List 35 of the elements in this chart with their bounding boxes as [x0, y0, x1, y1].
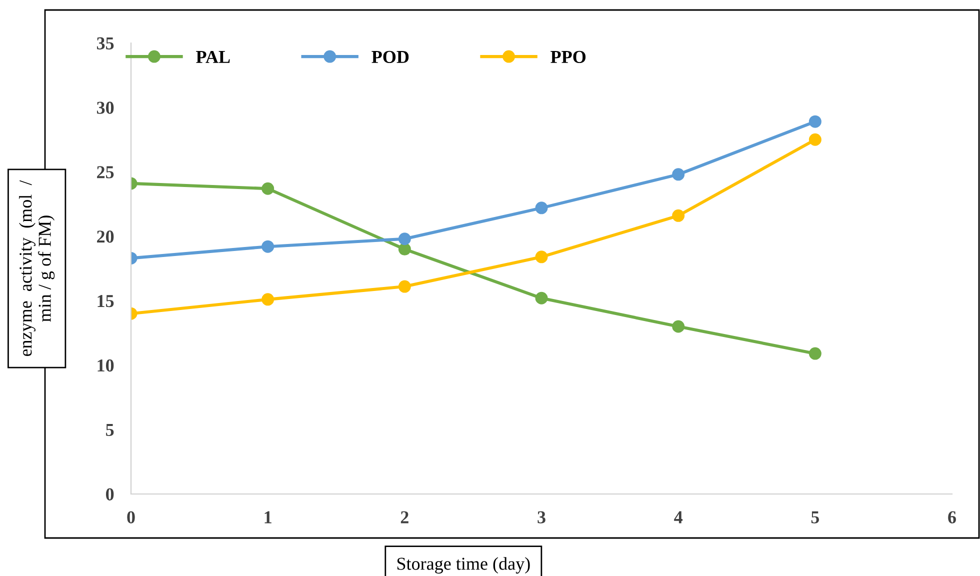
x-tick-label: 3 [538, 511, 546, 524]
y-tick-label: 20 [97, 230, 114, 243]
y-tick-label: 10 [98, 359, 114, 372]
point [262, 182, 274, 195]
point [262, 293, 274, 306]
point [398, 242, 411, 256]
x-axis-title: Storage time (day) [397, 557, 530, 574]
legend-label: PPO [550, 50, 586, 64]
y-tick-label: 35 [96, 37, 114, 50]
point [535, 250, 548, 264]
x-tick-label: 2 [400, 511, 408, 524]
y-tick-label: 5 [106, 424, 114, 436]
legend-label: PAL [196, 50, 230, 63]
point [808, 133, 822, 146]
point [398, 232, 411, 246]
point [672, 209, 685, 222]
x-tick-label: 6 [948, 511, 956, 524]
point [535, 292, 548, 304]
point [672, 168, 685, 181]
x-tick-label: 5 [811, 511, 820, 524]
x-tick-label: 1 [264, 511, 272, 524]
x-tick-label: 0 [127, 511, 135, 524]
legend-label: POD [372, 50, 409, 64]
x-tick-label: 4 [674, 511, 683, 524]
point [262, 240, 274, 253]
point [808, 347, 822, 360]
point [535, 202, 548, 214]
y-tick-label: 30 [96, 102, 114, 114]
point [398, 280, 411, 293]
point [808, 115, 822, 128]
y-tick-label: 0 [106, 488, 114, 500]
y-axis-title: enzyme activity (mol / min / g of FM) [19, 180, 55, 356]
point [672, 320, 685, 333]
y-tick-label: 15 [98, 295, 114, 308]
y-tick-label: 25 [97, 166, 114, 178]
